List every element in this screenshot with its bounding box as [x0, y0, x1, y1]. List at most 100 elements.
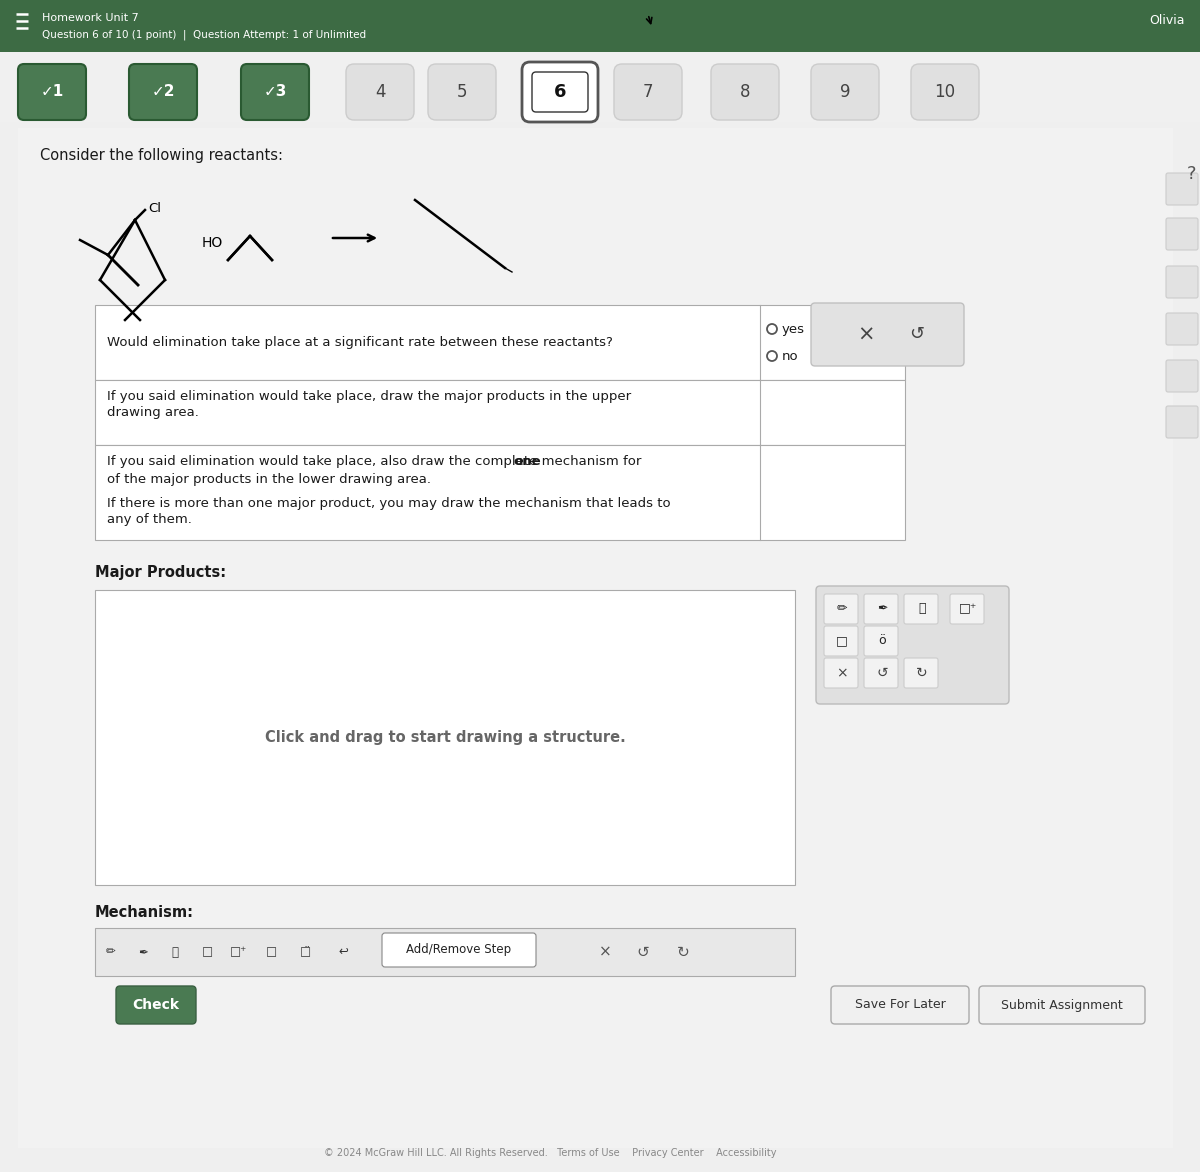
- Text: ↺: ↺: [908, 326, 924, 343]
- Text: Homework Unit 7: Homework Unit 7: [42, 13, 139, 23]
- Text: ×: ×: [599, 945, 611, 960]
- Text: Mechanism:: Mechanism:: [95, 905, 194, 920]
- FancyBboxPatch shape: [532, 71, 588, 113]
- Text: □: □: [836, 634, 848, 647]
- Text: Click and drag to start drawing a structure.: Click and drag to start drawing a struct…: [265, 730, 625, 745]
- FancyBboxPatch shape: [824, 657, 858, 688]
- Text: ✒: ✒: [138, 946, 148, 959]
- Text: Would elimination take place at a significant rate between these reactants?: Would elimination take place at a signif…: [107, 336, 613, 349]
- FancyBboxPatch shape: [0, 52, 1200, 1172]
- FancyBboxPatch shape: [1166, 360, 1198, 391]
- FancyBboxPatch shape: [904, 594, 938, 624]
- FancyBboxPatch shape: [130, 64, 197, 120]
- Text: Cl: Cl: [148, 202, 161, 214]
- FancyBboxPatch shape: [95, 590, 796, 885]
- FancyBboxPatch shape: [522, 62, 598, 122]
- Text: one: one: [514, 455, 541, 468]
- Text: □⁺: □⁺: [230, 946, 247, 959]
- Text: ✋: ✋: [918, 602, 925, 615]
- FancyBboxPatch shape: [0, 0, 1200, 52]
- Text: ↺: ↺: [637, 945, 649, 960]
- Text: 9: 9: [840, 83, 851, 101]
- Text: If you said elimination would take place, also draw the complete mechanism for: If you said elimination would take place…: [107, 455, 646, 468]
- FancyBboxPatch shape: [864, 594, 898, 624]
- FancyBboxPatch shape: [950, 594, 984, 624]
- Text: 4: 4: [374, 83, 385, 101]
- Text: ✏: ✏: [106, 946, 116, 959]
- Text: yes: yes: [782, 322, 805, 335]
- FancyBboxPatch shape: [1166, 173, 1198, 205]
- Text: ✏: ✏: [836, 602, 847, 615]
- Text: Question 6 of 10 (1 point)  |  Question Attempt: 1 of Unlimited: Question 6 of 10 (1 point) | Question At…: [42, 29, 366, 40]
- Text: ?: ?: [1187, 165, 1196, 183]
- Text: © 2024 McGraw Hill LLC. All Rights Reserved.   Terms of Use    Privacy Center   : © 2024 McGraw Hill LLC. All Rights Reser…: [324, 1149, 776, 1158]
- FancyBboxPatch shape: [864, 657, 898, 688]
- FancyBboxPatch shape: [95, 445, 905, 540]
- FancyBboxPatch shape: [864, 626, 898, 656]
- Text: □: □: [202, 946, 212, 959]
- Text: 10: 10: [935, 83, 955, 101]
- Text: ↺: ↺: [876, 666, 888, 680]
- FancyBboxPatch shape: [811, 304, 964, 366]
- FancyBboxPatch shape: [1166, 313, 1198, 345]
- Text: Consider the following reactants:: Consider the following reactants:: [40, 148, 283, 163]
- Text: ✓2: ✓2: [151, 84, 175, 100]
- FancyBboxPatch shape: [346, 64, 414, 120]
- FancyBboxPatch shape: [95, 380, 905, 445]
- FancyBboxPatch shape: [382, 933, 536, 967]
- FancyBboxPatch shape: [0, 52, 1200, 122]
- Text: Save For Later: Save For Later: [854, 999, 946, 1011]
- Text: 5: 5: [457, 83, 467, 101]
- FancyBboxPatch shape: [824, 626, 858, 656]
- Text: of the major products in the lower drawing area.: of the major products in the lower drawi…: [107, 473, 431, 486]
- Text: ✒: ✒: [877, 602, 887, 615]
- Text: 6: 6: [553, 83, 566, 101]
- Text: ↻: ↻: [916, 666, 928, 680]
- Text: Major Products:: Major Products:: [95, 565, 226, 580]
- Text: □⁺: □⁺: [959, 602, 977, 615]
- Text: □: □: [265, 946, 276, 959]
- Text: Add/Remove Step: Add/Remove Step: [407, 943, 511, 956]
- Circle shape: [767, 323, 778, 334]
- FancyBboxPatch shape: [428, 64, 496, 120]
- Text: drawing area.: drawing area.: [107, 406, 199, 420]
- FancyBboxPatch shape: [1166, 266, 1198, 298]
- Text: Olivia: Olivia: [1150, 14, 1186, 27]
- FancyBboxPatch shape: [979, 986, 1145, 1024]
- FancyBboxPatch shape: [18, 64, 86, 120]
- FancyBboxPatch shape: [911, 64, 979, 120]
- FancyBboxPatch shape: [830, 986, 970, 1024]
- FancyBboxPatch shape: [1166, 218, 1198, 250]
- Circle shape: [767, 350, 778, 361]
- FancyBboxPatch shape: [95, 305, 905, 380]
- FancyBboxPatch shape: [95, 928, 796, 976]
- Text: ×: ×: [857, 325, 875, 345]
- Text: ö: ö: [878, 634, 886, 647]
- Text: If there is more than one major product, you may draw the mechanism that leads t: If there is more than one major product,…: [107, 497, 671, 510]
- FancyBboxPatch shape: [18, 128, 1174, 1149]
- Text: □̈: □̈: [300, 946, 311, 959]
- Text: 8: 8: [739, 83, 750, 101]
- FancyBboxPatch shape: [904, 657, 938, 688]
- Text: no: no: [782, 349, 799, 362]
- Text: Submit Assignment: Submit Assignment: [1001, 999, 1123, 1011]
- FancyBboxPatch shape: [811, 64, 878, 120]
- Text: ✓3: ✓3: [263, 84, 287, 100]
- FancyBboxPatch shape: [614, 64, 682, 120]
- FancyBboxPatch shape: [241, 64, 310, 120]
- Text: ✋: ✋: [172, 946, 179, 959]
- Text: Check: Check: [132, 999, 180, 1011]
- Text: HO: HO: [202, 236, 223, 250]
- Text: ✓1: ✓1: [41, 84, 64, 100]
- Text: If you said elimination ​would​ take place, draw the major products in the upper: If you said elimination ​would​ take pla…: [107, 390, 631, 403]
- FancyBboxPatch shape: [1166, 406, 1198, 438]
- FancyBboxPatch shape: [116, 986, 196, 1024]
- FancyBboxPatch shape: [824, 594, 858, 624]
- Text: ↻: ↻: [677, 945, 689, 960]
- Text: any of them.: any of them.: [107, 513, 192, 526]
- Text: ×: ×: [836, 666, 848, 680]
- Text: 7: 7: [643, 83, 653, 101]
- Text: ↩: ↩: [338, 946, 348, 959]
- FancyBboxPatch shape: [816, 586, 1009, 704]
- FancyBboxPatch shape: [710, 64, 779, 120]
